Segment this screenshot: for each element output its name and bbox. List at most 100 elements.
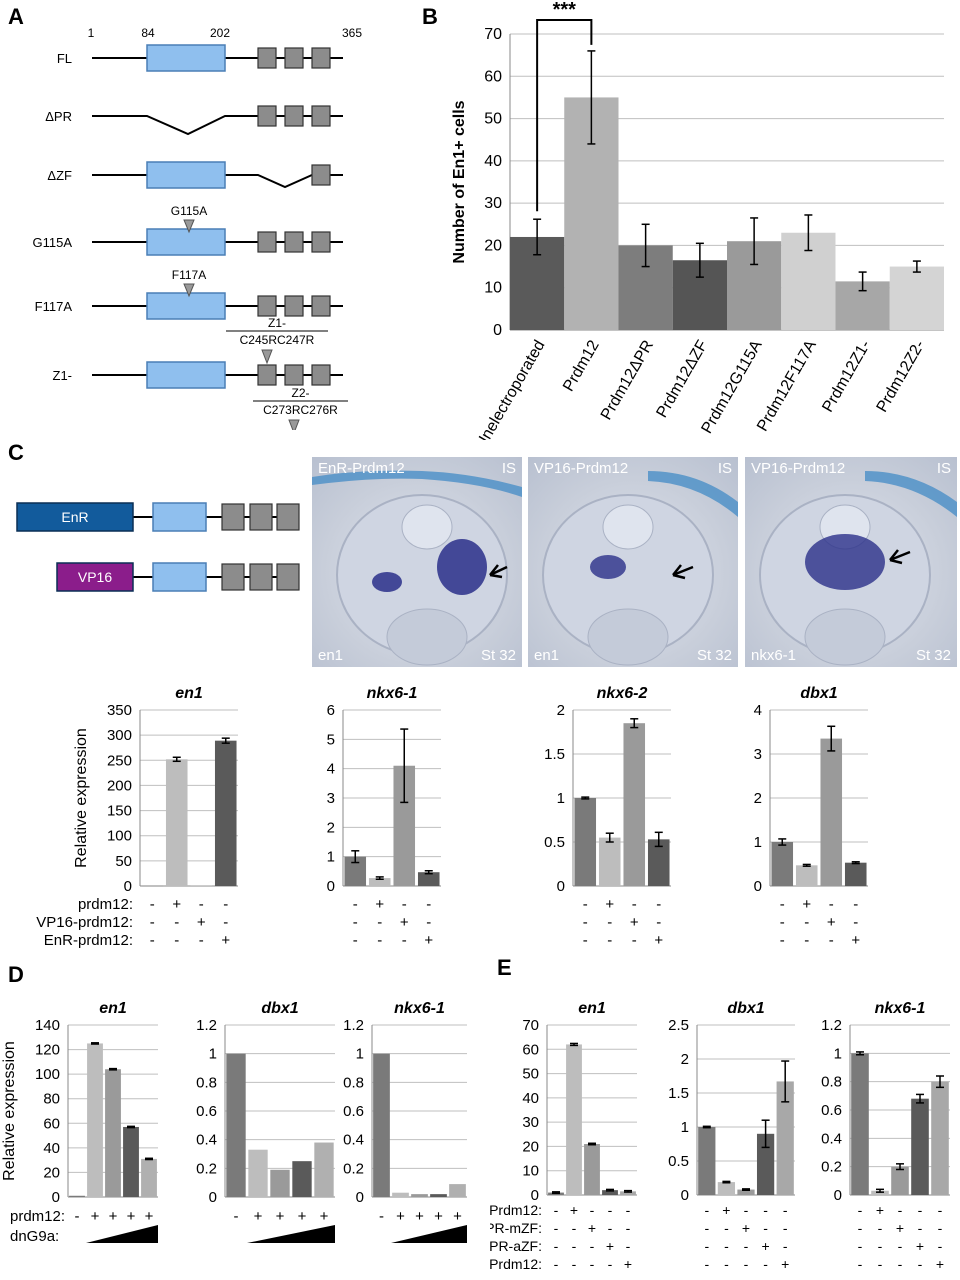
sign-marker: + [588,1220,596,1236]
tick-label: 0 [124,878,132,895]
sign-marker: - [858,1238,863,1254]
tick-label: 30 [522,1114,539,1131]
sign-marker: - [938,1202,943,1218]
dose-wedge-icon [86,1225,158,1243]
row-label: aPR-mZF: [490,1220,542,1236]
micrograph-title: VP16-Prdm12 [534,460,629,477]
bar [771,842,794,886]
sign-marker: - [632,932,637,949]
mutation-label: G115A [171,204,207,218]
pr-domain [146,292,226,320]
tick-label: 0.8 [821,1074,842,1091]
sign-marker: + [827,914,836,931]
sign-marker: + [624,1256,632,1272]
construct-2 [92,161,343,189]
sign-marker: - [572,1238,577,1254]
tick-label: 1 [327,849,335,866]
tick-label: 0.4 [821,1130,842,1147]
sign-marker: - [898,1238,903,1254]
bar [123,1126,139,1197]
construct-3 [92,228,343,256]
zinc-finger [276,563,300,591]
zinc-finger [221,563,245,591]
panel-b-chart: 0 10 20 30 40 50 60 70 Number of En1+ cells Unele… [451,0,944,441]
tick-label: 20 [522,1138,539,1155]
sign-marker: + [434,1208,443,1225]
tick-label: 1 [681,1119,689,1136]
sign-marker: - [626,1220,631,1236]
sign-marker: + [127,1208,136,1225]
row-label: dnG9a: [10,1228,59,1245]
zinc-finger [311,231,331,253]
bar [776,1081,794,1195]
significance-bracket [536,19,593,212]
tick-label: 4 [754,702,762,719]
sign-marker: - [763,1256,768,1272]
bar [190,885,213,886]
chart-title: en1 [578,1000,606,1017]
sign-marker: + [415,1208,424,1225]
bar [574,798,597,886]
sign-marker: - [402,896,407,913]
tick-label: 140 [35,1017,60,1034]
zinc-finger [221,503,245,531]
chart-title: nkx6-2 [597,685,648,702]
zinc-finger [257,364,277,386]
mutation-arrow-icon [183,219,195,234]
chart-title: en1 [99,1000,127,1017]
position-label: 202 [210,26,230,40]
bar [717,1182,736,1195]
sign-marker: - [744,1202,749,1218]
construct-5 [92,361,343,389]
sign-marker: - [223,896,228,913]
sign-marker: - [379,1208,384,1225]
tick-label: 60 [43,1115,60,1132]
bar [602,1190,618,1195]
significance-marker: *** [553,0,577,21]
sign-marker: - [804,932,809,949]
zinc-finger [276,503,300,531]
sign-marker: - [898,1256,903,1272]
sign-marker: - [656,896,661,913]
bar [69,1195,85,1197]
sign-marker: + [605,896,614,913]
sign-marker: - [583,932,588,949]
bar [737,1189,755,1195]
micrograph-vp16-prdm12-nkx6-1: VP16-Prdm12 IS nkx6-1 St 32 [745,457,957,667]
micrograph-vp16-prdm12-nkx6-1-drawing [759,471,957,666]
sign-marker: - [377,914,382,931]
sign-marker: - [150,914,155,931]
category-label: Prdm12F117A [754,337,820,434]
micrograph-marker: en1 [534,647,560,664]
micrograph-title: EnR-Prdm12 [318,460,405,477]
tick-label: 0 [52,1189,60,1206]
tick-label: 0.6 [196,1103,217,1120]
category-label: Unelectroporated [472,338,548,441]
sign-marker: - [583,914,588,931]
tick-label: 40 [484,153,502,170]
sign-marker: + [762,1238,770,1254]
sign-marker: - [704,1256,709,1272]
sign-marker: - [590,1202,595,1218]
chart-title: nkx6-1 [875,1000,926,1017]
zinc-finger [257,47,277,69]
bar [344,856,367,886]
bar [87,1043,103,1197]
sign-marker: - [583,896,588,913]
sign-marker: - [780,914,785,931]
sign-marker: - [426,896,431,913]
sign-marker: - [608,1202,613,1218]
zinc-finger [284,47,304,69]
micrograph-stage: St 32 [696,647,732,664]
bar [226,1053,246,1197]
tick-label: 1.2 [196,1017,217,1034]
sign-marker: + [916,1238,924,1254]
bar [270,1169,290,1197]
sign-marker: - [829,896,834,913]
chart-title: dbx1 [800,685,837,702]
micrograph-marker: en1 [318,647,344,664]
zinc-finger [311,295,331,317]
category-label: Prdm12ΔZF [653,337,711,420]
tick-label: 1.5 [544,746,565,763]
